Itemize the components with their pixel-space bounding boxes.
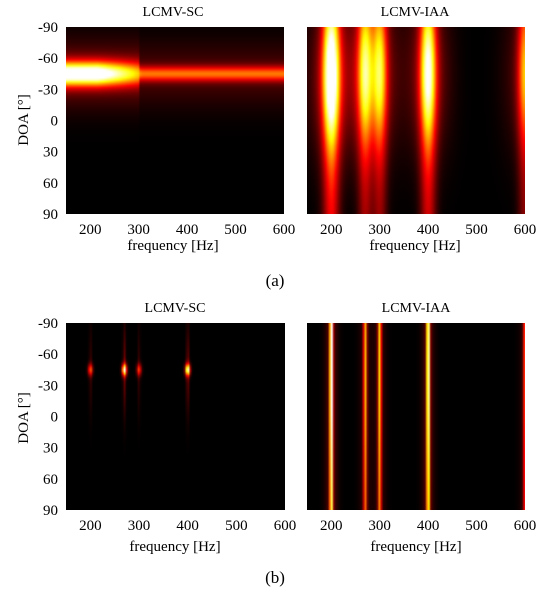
y-tick-label: 0 — [51, 410, 59, 426]
xlabel-b-lcmv-sc: frequency [Hz] — [129, 539, 220, 555]
axes-a-lcmv-sc: 200 300 400 500 600 -90 -60 -30 0 30 60 90 — [38, 20, 295, 238]
heatmap-image — [66, 27, 284, 214]
y-tick-label: 90 — [43, 207, 58, 223]
y-tick-label: -60 — [38, 347, 58, 363]
xlabel-a-lcmv-sc: frequency [Hz] — [127, 238, 218, 254]
x-tick-label: 500 — [465, 518, 488, 534]
heatmap-image — [307, 323, 525, 510]
y-tick-label: 30 — [43, 145, 58, 161]
caption-a: (a) — [266, 271, 285, 290]
y-tick-label: 30 — [43, 441, 58, 457]
x-tick-label: 400 — [417, 222, 440, 238]
x-tick-label: 200 — [79, 222, 102, 238]
x-tick-label: 500 — [224, 222, 247, 238]
x-tick-label: 300 — [368, 518, 391, 534]
axes-a-lcmv-iaa: 200 300 400 500 600 — [320, 222, 536, 238]
x-tick-label: 300 — [127, 222, 150, 238]
axes-b-lcmv-iaa: 200 300 400 500 600 — [320, 518, 536, 534]
x-tick-label: 200 — [79, 518, 102, 534]
x-tick-label: 300 — [128, 518, 151, 534]
x-tick-label: 300 — [368, 222, 391, 238]
x-tick-label: 600 — [274, 518, 297, 534]
title-b-lcmv-iaa: LCMV-IAA — [382, 301, 452, 316]
ylabel-b: DOA [°] — [16, 392, 32, 443]
title-b-lcmv-sc: LCMV-SC — [145, 301, 206, 316]
y-tick-label: 90 — [43, 503, 58, 519]
x-tick-label: 200 — [320, 222, 343, 238]
x-tick-label: 600 — [514, 222, 537, 238]
y-tick-label: -60 — [38, 51, 58, 67]
y-tick-label: -30 — [38, 378, 58, 394]
y-tick-label: -30 — [38, 82, 58, 98]
title-a-lcmv-sc: LCMV-SC — [143, 5, 204, 20]
x-tick-label: 200 — [320, 518, 343, 534]
heatmap-b-lcmv-iaa — [307, 323, 525, 510]
y-tick-label: 0 — [51, 114, 59, 130]
title-a-lcmv-iaa: LCMV-IAA — [381, 5, 451, 20]
x-tick-label: 400 — [176, 222, 199, 238]
x-tick-label: 400 — [417, 518, 440, 534]
y-tick-label: -90 — [38, 20, 58, 36]
x-tick-label: 600 — [514, 518, 537, 534]
ylabel-a: DOA [°] — [16, 94, 32, 145]
xlabel-b-lcmv-iaa: frequency [Hz] — [370, 539, 461, 555]
caption-b: (b) — [265, 568, 285, 587]
xlabel-a-lcmv-iaa: frequency [Hz] — [369, 238, 460, 254]
heatmap-a-lcmv-sc — [66, 27, 284, 214]
heatmap-image — [66, 323, 285, 510]
heatmap-b-lcmv-sc — [66, 323, 285, 510]
y-tick-label: 60 — [43, 176, 58, 192]
x-tick-label: 500 — [225, 518, 248, 534]
x-tick-label: 500 — [465, 222, 488, 238]
x-tick-label: 600 — [273, 222, 296, 238]
x-tick-label: 400 — [176, 518, 199, 534]
heatmap-image — [307, 27, 525, 214]
axes-b-lcmv-sc: 200 300 400 500 600 -90 -60 -30 0 30 60 90 — [38, 316, 296, 534]
heatmap-a-lcmv-iaa — [307, 27, 525, 214]
y-tick-label: 60 — [43, 472, 58, 488]
y-tick-label: -90 — [38, 316, 58, 332]
